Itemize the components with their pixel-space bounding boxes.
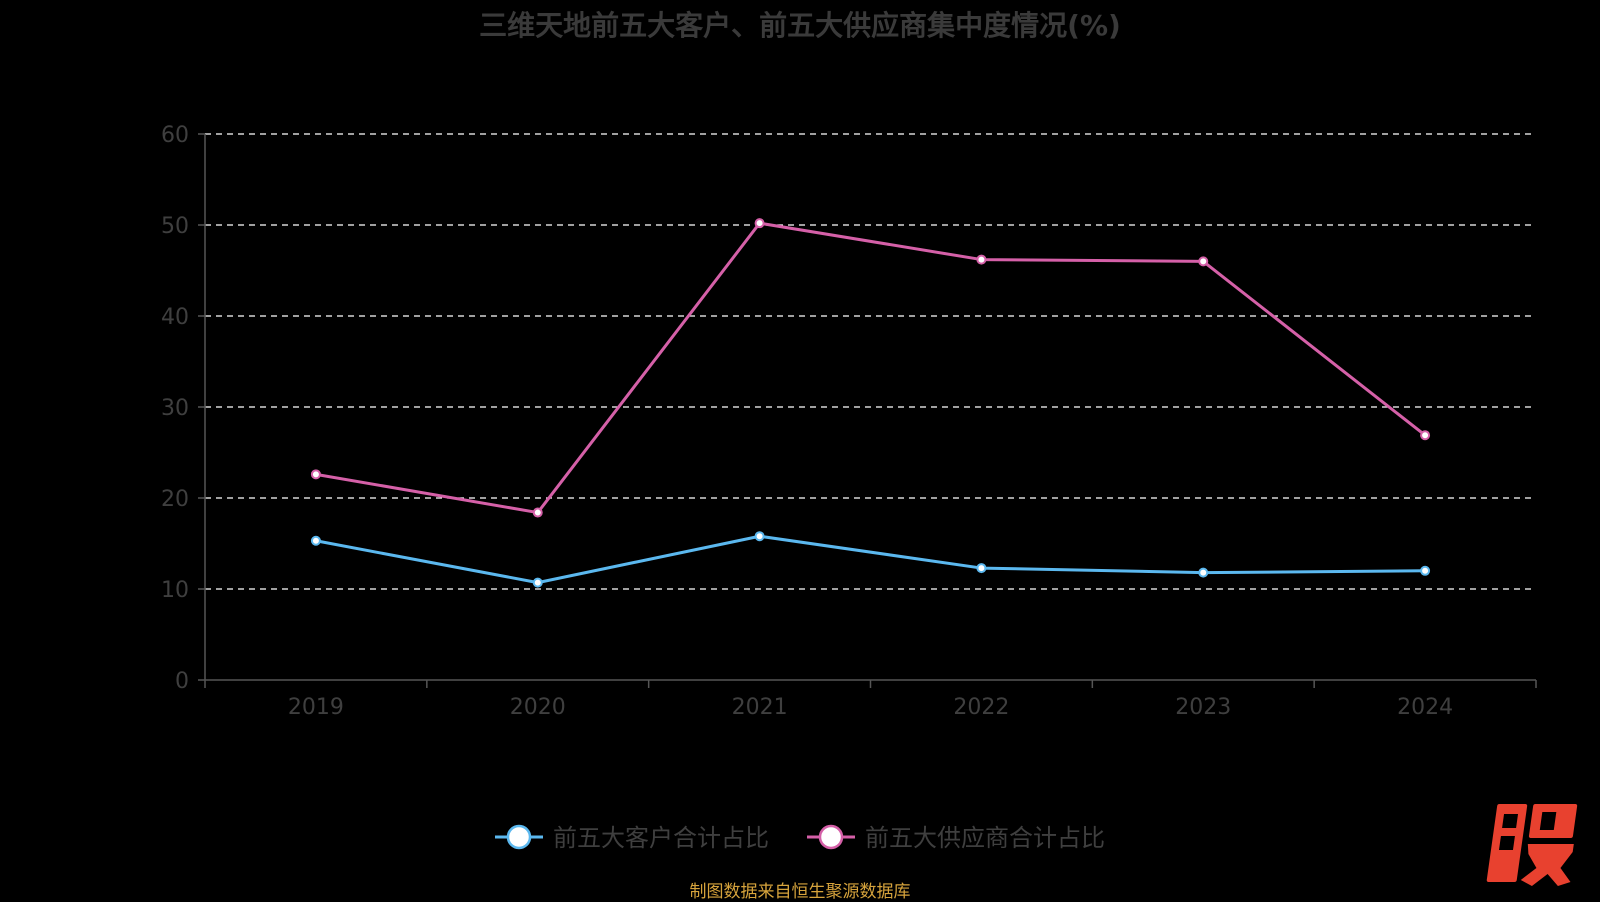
y-tick-label: 30 [161, 396, 189, 421]
data-point[interactable] [1420, 430, 1431, 441]
y-tick-label: 0 [175, 669, 189, 694]
legend-label: 前五大供应商合计占比 [865, 824, 1105, 852]
y-tick-label: 50 [161, 214, 189, 239]
legend-item[interactable]: 前五大供应商合计占比 [807, 824, 1105, 852]
y-tick-label: 10 [161, 578, 189, 603]
x-tick-label: 2024 [1397, 695, 1453, 720]
data-point[interactable] [532, 507, 543, 518]
source-note: 制图数据来自恒生聚源数据库 [689, 882, 911, 902]
x-tick-label: 2022 [953, 695, 1009, 720]
grid-lines [205, 133, 1536, 590]
x-tick-label: 2019 [288, 695, 344, 720]
data-point[interactable] [1420, 565, 1431, 576]
data-point[interactable] [1198, 567, 1209, 578]
axes [198, 133, 1537, 688]
y-tick-label: 20 [161, 487, 189, 512]
legend-label: 前五大客户合计占比 [553, 824, 769, 852]
y-tick-label: 60 [161, 123, 189, 148]
data-point[interactable] [976, 563, 987, 574]
legend-item[interactable]: 前五大客户合计占比 [495, 824, 769, 852]
logo [1486, 804, 1578, 886]
data-point[interactable] [976, 254, 987, 265]
data-point[interactable] [754, 531, 765, 542]
data-point[interactable] [310, 535, 321, 546]
legend-marker [506, 824, 532, 850]
y-tick-label: 40 [161, 305, 189, 330]
series-line [315, 221, 1427, 515]
series-lines [310, 218, 1431, 588]
tick-labels: 0 10 20 30 40 50 60 2019 2020 2021 2022 2023 2024 [161, 123, 1453, 720]
data-point[interactable] [532, 577, 543, 588]
x-tick-label: 2021 [732, 695, 788, 720]
chart-title: 三维天地前五大客户、前五大供应商集中度情况(%) [479, 9, 1121, 42]
data-point[interactable] [310, 469, 321, 480]
x-tick-label: 2023 [1175, 695, 1231, 720]
legend[interactable]: 前五大客户合计占比 前五大供应商合计占比 [495, 824, 1105, 852]
data-point[interactable] [754, 218, 765, 229]
data-point[interactable] [1198, 256, 1209, 267]
legend-marker [818, 824, 844, 850]
x-tick-label: 2020 [510, 695, 566, 720]
series-line [315, 534, 1426, 585]
